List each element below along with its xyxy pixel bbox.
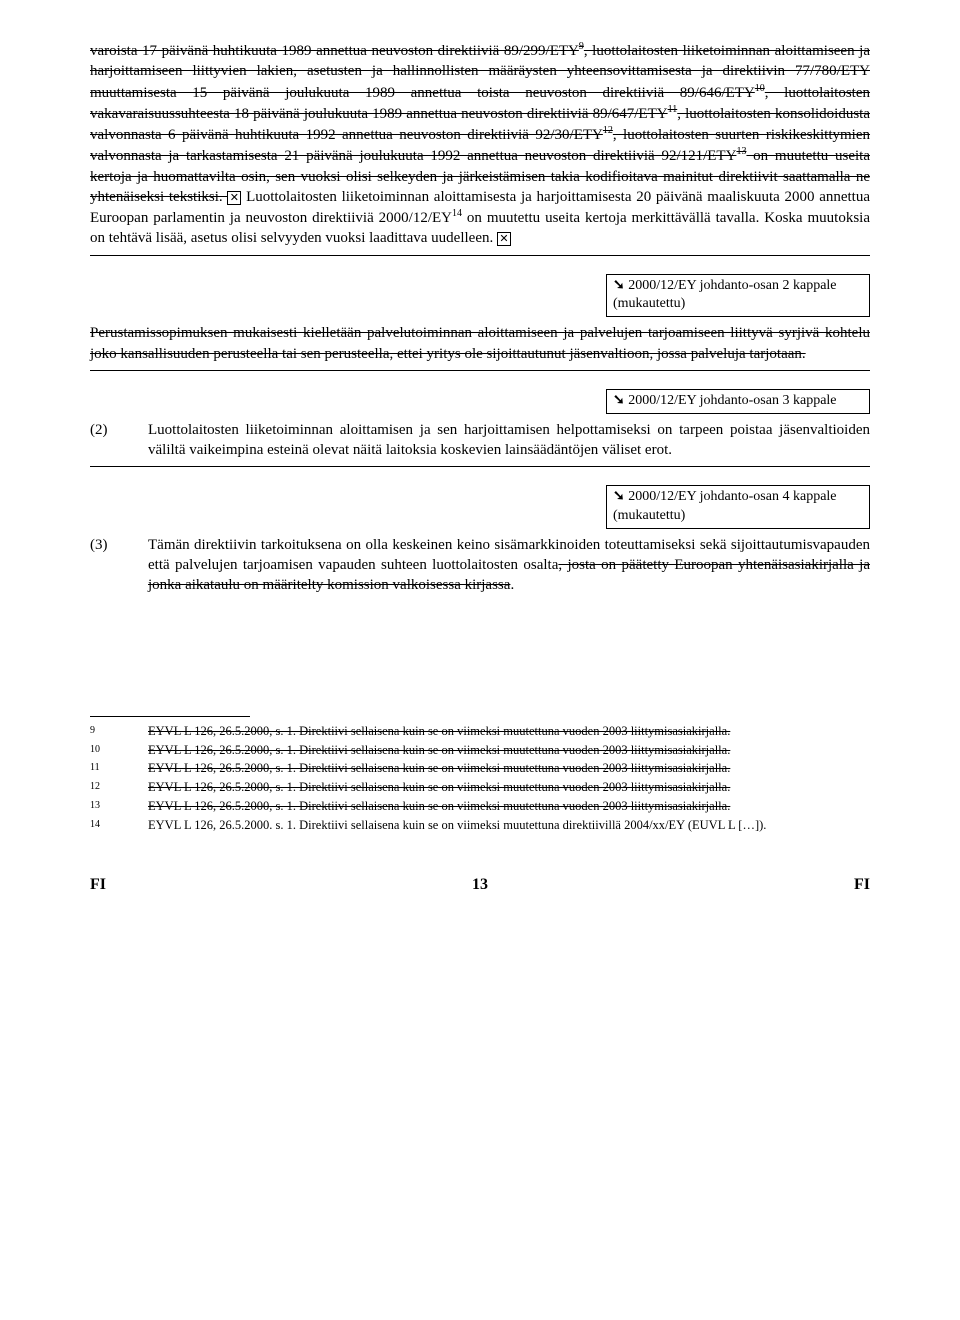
footnote-13: 13 EYVL L 126, 26.5.2000, s. 1. Direktii… (90, 798, 870, 815)
recital-body: Tämän direktiivin tarkoituksena on olla … (148, 535, 870, 596)
page-footer: FI 13 FI (90, 874, 870, 896)
footnote-ref-13: 13 (736, 146, 746, 157)
footnote-text: EYVL L 126, 26.5.2000, s. 1. Direktiivi … (148, 723, 870, 740)
annotation-box: ➘ 2000/12/EY johdanto-osan 3 kappale (606, 389, 870, 414)
separator (90, 370, 870, 371)
footnote-number: 14 (90, 817, 148, 834)
footnote-number: 10 (90, 742, 148, 759)
recital-3: (3) Tämän direktiivin tarkoituksena on o… (90, 535, 870, 596)
recital-2: (2) Luottolaitosten liiketoiminnan aloit… (90, 420, 870, 461)
footnote-text: EYVL L 126, 26.5.2000, s. 1. Direktiivi … (148, 779, 870, 796)
arrow-down-icon: ➘ (613, 393, 625, 408)
footnote-text: EYVL L 126, 26.5.2000, s. 1. Direktiivi … (148, 742, 870, 759)
footnote-number: 9 (90, 723, 148, 740)
footnote-14: 14 EYVL L 126, 26.5.2000. s. 1. Direktii… (90, 817, 870, 834)
footnote-text: EYVL L 126, 26.5.2000, s. 1. Direktiivi … (148, 760, 870, 777)
footnote-9: 9 EYVL L 126, 26.5.2000, s. 1. Direktiiv… (90, 723, 870, 740)
paragraph-1: varoista 17 päivänä huhtikuuta 1989 anne… (90, 40, 870, 249)
footnote-11: 11 EYVL L 126, 26.5.2000, s. 1. Direktii… (90, 760, 870, 777)
recital-body: Luottolaitosten liiketoiminnan aloittami… (148, 420, 870, 461)
footer-right: FI (854, 874, 870, 896)
paragraph-2: Perustamissopimuksen mukaisesti kielletä… (90, 323, 870, 364)
footnote-text: EYVL L 126, 26.5.2000. s. 1. Direktiivi … (148, 817, 870, 834)
footnote-ref-10: 10 (755, 83, 765, 94)
annotation-text: 2000/12/EY johdanto-osan 3 kappale (625, 393, 837, 408)
footnote-12: 12 EYVL L 126, 26.5.2000, s. 1. Direktii… (90, 779, 870, 796)
page-number: 13 (472, 874, 488, 896)
annotation-box: ➘ 2000/12/EY johdanto-osan 2 kappale (mu… (606, 274, 870, 318)
struck-text: varoista 17 päivänä huhtikuuta 1989 anne… (90, 43, 579, 59)
footnote-number: 12 (90, 779, 148, 796)
footnote-text: EYVL L 126, 26.5.2000, s. 1. Direktiivi … (148, 798, 870, 815)
deletion-mark-icon: ✕ (497, 232, 511, 246)
footer-left: FI (90, 874, 106, 896)
footnote-number: 11 (90, 760, 148, 777)
annotation-box: ➘ 2000/12/EY johdanto-osan 4 kappale (mu… (606, 485, 870, 529)
footnote-ref-12: 12 (603, 125, 613, 136)
footnotes: 9 EYVL L 126, 26.5.2000, s. 1. Direktiiv… (90, 723, 870, 834)
annotation-text: 2000/12/EY johdanto-osan 2 kappale (muka… (613, 278, 837, 312)
arrow-down-icon: ➘ (613, 489, 625, 504)
recital-number: (2) (90, 420, 148, 440)
recital-tail: . (510, 577, 514, 593)
recital-number: (3) (90, 535, 148, 555)
footnote-ref-14: 14 (452, 208, 462, 219)
struck-text: Perustamissopimuksen mukaisesti kielletä… (90, 325, 870, 361)
separator (90, 255, 870, 256)
footnote-number: 13 (90, 798, 148, 815)
arrow-down-icon: ➘ (613, 278, 625, 293)
footnote-rule (90, 716, 250, 717)
footnote-ref-11: 11 (668, 104, 678, 115)
separator (90, 466, 870, 467)
deletion-mark-icon: ✕ (227, 191, 241, 205)
footnote-10: 10 EYVL L 126, 26.5.2000, s. 1. Direktii… (90, 742, 870, 759)
annotation-text: 2000/12/EY johdanto-osan 4 kappale (muka… (613, 489, 837, 523)
